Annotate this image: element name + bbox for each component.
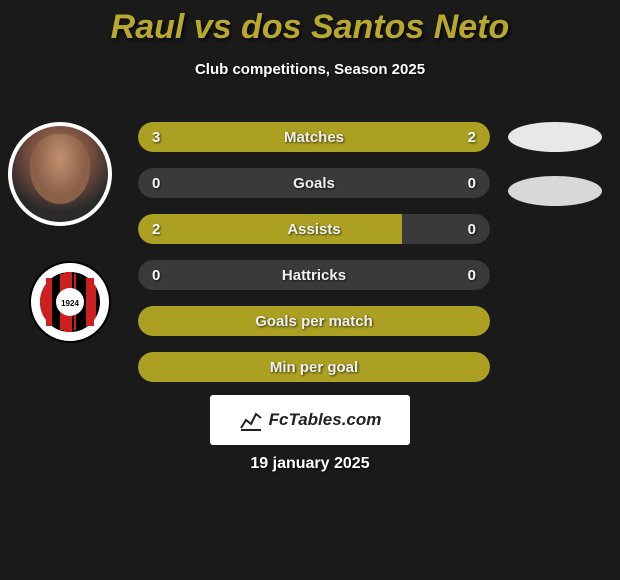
comparison-subtitle: Club competitions, Season 2025	[0, 61, 620, 78]
stat-value-right: 0	[468, 260, 476, 290]
stat-value-left: 2	[152, 214, 160, 244]
player1-club-badge: 1924	[28, 260, 112, 344]
comparison-title: Raul vs dos Santos Neto	[0, 0, 620, 47]
chart-icon	[239, 408, 263, 432]
stat-row: Goals per match	[138, 306, 490, 336]
stat-value-right: 0	[468, 168, 476, 198]
stat-label: Hattricks	[138, 260, 490, 290]
branding-badge: FcTables.com	[210, 395, 410, 445]
stat-label: Min per goal	[138, 352, 490, 382]
stat-label: Goals per match	[138, 306, 490, 336]
stats-container: Matches32Goals00Assists20Hattricks00Goal…	[138, 122, 490, 398]
stat-label: Assists	[138, 214, 490, 244]
stat-row: Hattricks0 0	[138, 260, 490, 290]
stat-value-right: 2	[468, 122, 476, 152]
stat-row: Matches3 2	[138, 122, 490, 152]
branding-text: FcTables.com	[269, 410, 382, 430]
stat-row: Goals0 0	[138, 168, 490, 198]
stat-value-left: 3	[152, 122, 160, 152]
stat-row: Min per goal	[138, 352, 490, 382]
player2-avatar-placeholder-1	[508, 122, 602, 152]
stat-value-left: 0	[152, 168, 160, 198]
player1-avatar	[8, 122, 112, 226]
stat-value-left: 0	[152, 260, 160, 290]
stat-label: Goals	[138, 168, 490, 198]
stat-label: Matches	[138, 122, 490, 152]
snapshot-date: 19 january 2025	[0, 455, 620, 473]
stat-row: Assists2 0	[138, 214, 490, 244]
club-badge-year: 1924	[61, 299, 79, 308]
stat-value-right: 0	[468, 214, 476, 244]
player2-avatar-placeholder-2	[508, 176, 602, 206]
